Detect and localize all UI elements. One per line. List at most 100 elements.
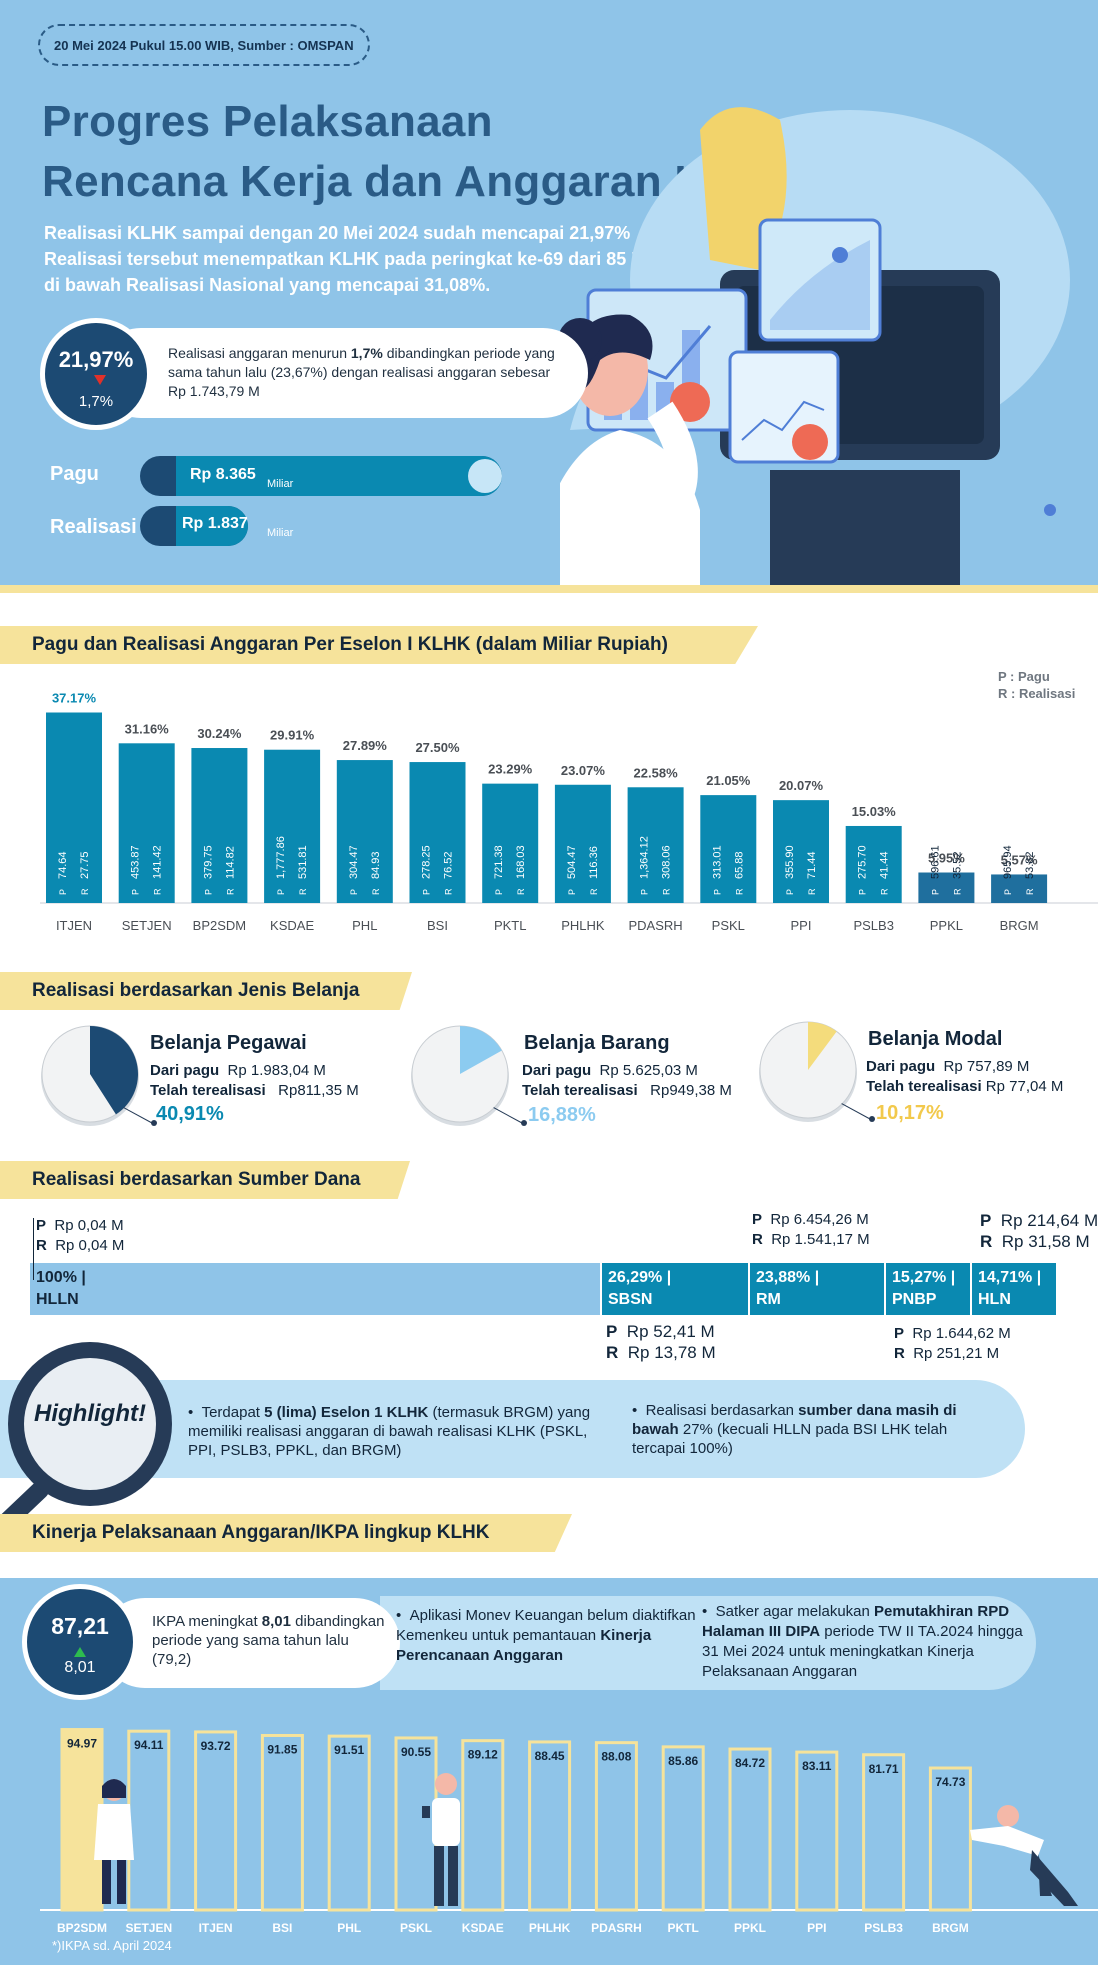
ikpa-bar-ppkl — [728, 1747, 772, 1912]
eselon-r-letter: R — [80, 888, 90, 895]
realisasi-value: Rp 1.837 — [182, 515, 248, 532]
ikpa-category-label: PDASRH — [591, 1921, 642, 1935]
eselon-category-label: BRGM — [1000, 918, 1039, 933]
ikpa-value-label: 88.08 — [601, 1750, 631, 1764]
eselon-pagu-value: 721.38 — [493, 845, 505, 879]
eselon-p-letter: P — [494, 889, 504, 895]
segment-name: RM — [756, 1291, 781, 1308]
eselon-category-label: PHL — [352, 918, 377, 933]
section-sumber-title: Realisasi berdasarkan Sumber Dana — [0, 1161, 410, 1199]
realisasi-unit: Miliar — [267, 527, 294, 539]
eselon-p-letter: P — [131, 889, 141, 895]
eselon-pagu-value: 278.25 — [421, 845, 433, 879]
woman-figure-icon — [94, 1779, 134, 1904]
eselon-pct-label: 5.95% — [928, 851, 965, 866]
eselon-pct-label: 23.07% — [561, 763, 606, 778]
ikpa-note1-a: Aplikasi Monev Keuangan belum diaktifkan… — [396, 1607, 696, 1644]
ikpa-category-label: BP2SDM — [57, 1921, 107, 1935]
eselon-realisasi-value: 84.93 — [370, 851, 382, 879]
segment-name: PNBP — [892, 1291, 937, 1308]
eselon-r-letter: R — [589, 888, 599, 895]
eselon-realisasi-value: 35.52 — [951, 851, 963, 879]
eselon-r-letter: R — [153, 888, 163, 895]
lead-line-3: di bawah Realisasi Nasional yang mencapa… — [44, 275, 491, 295]
hero-banner: 20 Mei 2024 Pukul 15.00 WIB, Sumber : OM… — [0, 0, 1098, 585]
date-source-badge: 20 Mei 2024 Pukul 15.00 WIB, Sumber : OM… — [38, 24, 370, 66]
hl2-b: sumber dana masih di bawah — [632, 1402, 957, 1438]
eselon-pct-label: 20.07% — [779, 778, 824, 793]
up-arrow-icon — [74, 1647, 86, 1657]
legend-realisasi: R : Realisasi — [998, 686, 1076, 701]
segment-pct: 15,27% | — [892, 1269, 956, 1286]
eselon-category-label: PKTL — [494, 918, 527, 933]
pie-leader-dot — [869, 1116, 875, 1122]
lead-line-1: Realisasi KLHK sampai dengan 20 Mei 2024… — [44, 223, 631, 243]
pie-leader — [493, 1107, 523, 1124]
pie-pagu-barang: Dari pagu Rp 5.625,03 M — [522, 1062, 698, 1079]
realisasi-percentage: 21,97% — [58, 347, 134, 372]
eselon-bar-pktl — [482, 783, 539, 903]
eselon-pct-label: 15.03% — [852, 804, 897, 819]
eselon-r-letter: R — [952, 888, 962, 895]
segment-name: SBSN — [608, 1291, 653, 1308]
ikpa-bar-ksdae — [461, 1739, 505, 1912]
pagu-label: Pagu — [50, 463, 99, 485]
realisasi-percentage-circle: 21,97% 1,7% — [40, 318, 152, 430]
hl1-a: Terdapat — [201, 1404, 265, 1421]
section-jenis-title: Realisasi berdasarkan Jenis Belanja — [0, 972, 412, 1010]
rm-realisasi: Rp 1.541,17 M — [771, 1231, 870, 1248]
pie-pct-pegawai: 40,91% — [156, 1103, 224, 1125]
eselon-p-letter: P — [567, 889, 577, 895]
eselon-p-letter: P — [1003, 889, 1013, 895]
ikpa-bar-phlhk — [528, 1740, 572, 1912]
ikpa-value-label: 85.86 — [668, 1754, 698, 1768]
ikpa-bar-pktl — [661, 1745, 705, 1912]
eselon-pct-label: 23.29% — [488, 762, 533, 777]
ikpa-desc-1: IKPA meningkat — [152, 1613, 262, 1630]
ikpa-category-label: PPKL — [734, 1921, 766, 1935]
realisasi-label: Realisasi — [50, 516, 137, 538]
eselon-bar-pslb3 — [845, 825, 902, 903]
eselon-category-label: PSKL — [712, 918, 745, 933]
eselon-bar-ksdae — [264, 749, 321, 903]
eselon-bar-setjen — [118, 743, 175, 903]
eselon-realisasi-value: 53.82 — [1024, 851, 1036, 879]
pie-slice-0 — [90, 1026, 138, 1115]
eselon-realisasi-value: 71.44 — [806, 851, 818, 879]
eselon-r-letter: R — [298, 888, 308, 895]
ikpa-note-1: • Aplikasi Monev Keuangan belum diaktifk… — [396, 1607, 696, 1664]
ikpa-bar-brgm — [928, 1766, 972, 1912]
ikpa-value-label: 84.72 — [735, 1756, 765, 1770]
ikpa-note2-c: periode TW II TA.2024 hingga 31 Mei 2024… — [702, 1623, 1023, 1680]
title-line-1: Progres Pelaksanaan — [42, 97, 493, 146]
eselon-category-label: BSI — [427, 918, 448, 933]
pie-leader — [841, 1103, 871, 1120]
ikpa-category-label: PSKL — [400, 1921, 432, 1935]
pagu-unit: Miliar — [267, 478, 294, 490]
pnbp-realisasi: Rp 251,21 M — [913, 1345, 1000, 1362]
ikpa-value-label: 91.85 — [267, 1742, 297, 1756]
ikpa-note-2: • Satker agar melakukan Pemutakhiran RPD… — [702, 1603, 1023, 1680]
pie-slice-1 — [460, 1026, 502, 1074]
realisasi-bar-fill — [176, 506, 248, 546]
ikpa-value-label: 90.55 — [401, 1745, 431, 1759]
ikpa-bar-pdasrh — [594, 1741, 638, 1912]
eselon-p-letter: P — [203, 889, 213, 895]
eselon-pct-label: 30.24% — [197, 726, 242, 741]
ikpa-value-label: 93.72 — [201, 1739, 231, 1753]
eselon-pagu-value: 504.47 — [566, 845, 578, 879]
eselon-p-letter: P — [422, 889, 432, 895]
hl2-a: Realisasi berdasarkan — [645, 1402, 799, 1419]
eselon-category-label: SETJEN — [122, 918, 172, 933]
eselon-realisasi-value: 27.75 — [79, 851, 91, 879]
hlln-leader — [33, 1218, 34, 1280]
eselon-bar-pdasrh — [627, 787, 684, 903]
eselon-pct-label: 22.58% — [634, 765, 679, 780]
eselon-pct-label: 29.91% — [270, 728, 315, 743]
eselon-bar-pskl — [700, 795, 757, 903]
pie-real-label: Telah terealisasi — [522, 1082, 638, 1099]
hl1-c: (termasuk BRGM) yang memiliki realisasi … — [188, 1404, 591, 1459]
eselon-realisasi-value: 76.52 — [443, 851, 455, 879]
